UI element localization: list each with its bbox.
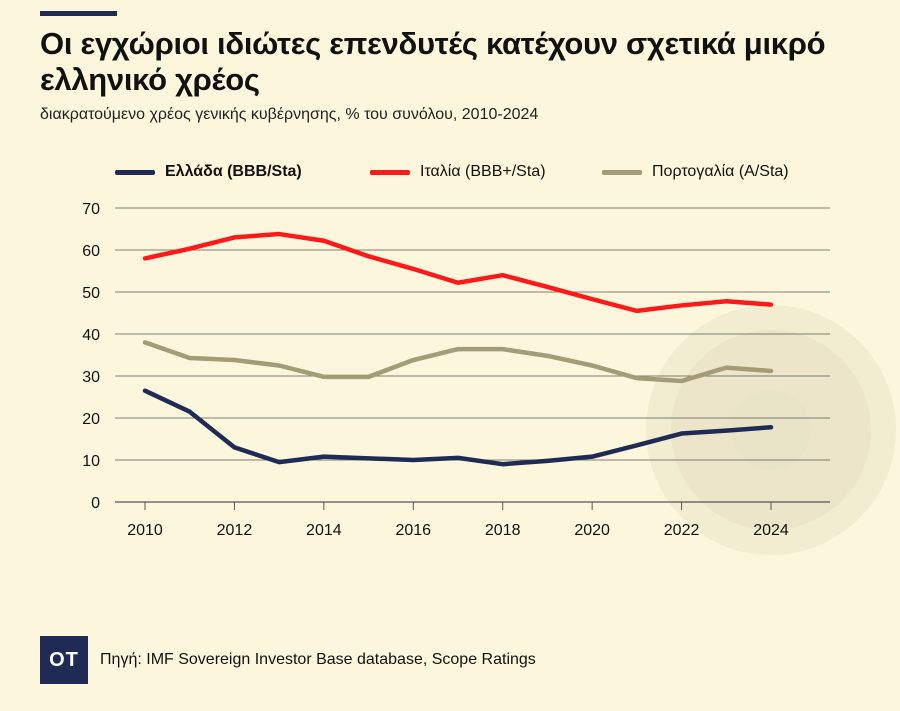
legend-swatch-italy [370,169,410,175]
x-tick-label: 2012 [217,522,253,539]
footer: OT Πηγή: IMF Sovereign Investor Base dat… [40,636,536,684]
page-title: Οι εγχώριοι ιδιώτες επενδυτές κατέχουν σ… [40,26,826,97]
chart-subtitle: διακρατούμενο χρέος γενικής κυβέρνησης, … [40,106,539,123]
top-accent-rule [40,11,117,16]
legend-label-portugal: Πορτογαλία (A/Sta) [652,163,789,180]
legend-swatch-portugal [602,169,642,175]
y-tick-label: 40 [82,327,100,344]
y-tick-label: 70 [82,201,100,218]
legend-item-italy: Ιταλία (BBB+/Sta) [370,163,546,181]
series-line-portugal [142,340,774,384]
x-tick-label: 2018 [485,522,521,539]
y-tick-label: 50 [82,285,100,302]
series-line-greece [142,388,774,467]
brand-logo: OT [40,636,88,684]
legend-item-portugal: Πορτογαλία (A/Sta) [602,163,789,181]
legend-item-greece: Ελλάδα (BBB/Sta) [115,163,302,181]
y-tick-label: 10 [82,453,100,470]
legend-swatch-greece [115,169,155,175]
x-tick-label: 2010 [127,522,163,539]
x-tick-label: 2022 [664,522,700,539]
decor-circle [731,390,811,470]
legend-label-greece: Ελλάδα (BBB/Sta) [165,163,302,180]
y-tick-label: 0 [91,495,100,512]
y-tick-label: 60 [82,243,100,260]
chart-legend: Ελλάδα (BBB/Sta) Ιταλία (BBB+/Sta) Πορτο… [115,163,835,187]
x-tick-label: 2014 [306,522,342,539]
x-tick-label: 2016 [395,522,431,539]
y-tick-label: 20 [82,411,100,428]
y-tick-label: 30 [82,369,100,386]
source-note: Πηγή: IMF Sovereign Investor Base databa… [100,651,536,668]
x-tick-label: 2024 [753,522,789,539]
legend-label-italy: Ιταλία (BBB+/Sta) [420,163,546,180]
x-tick-label: 2020 [574,522,610,539]
series-line-italy [142,231,774,314]
